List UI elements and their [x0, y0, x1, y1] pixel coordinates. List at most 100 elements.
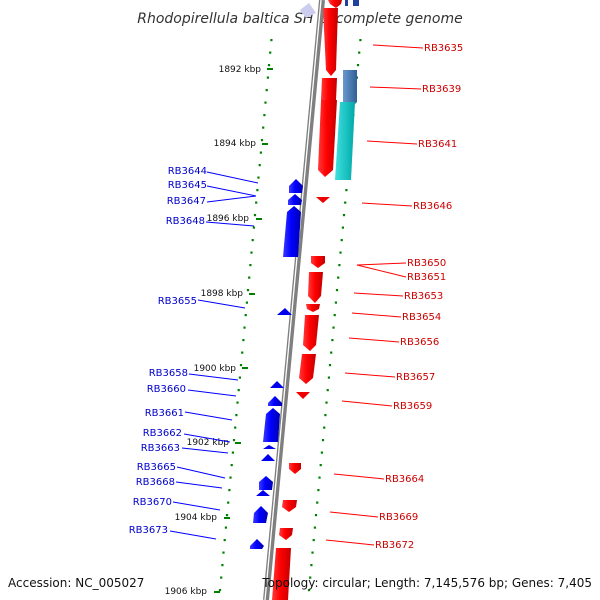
gene-label-RB3662[interactable]: RB3662	[143, 428, 182, 439]
gene-label-RB3665[interactable]: RB3665	[137, 462, 176, 473]
gene-RB3645-shape	[289, 179, 303, 193]
gene-RB3639-shape	[323, 8, 338, 76]
gene-RB3658-shape	[270, 381, 284, 388]
tick-right	[331, 339, 334, 342]
gene-RB3654-shape	[303, 315, 319, 351]
gene-label-RB3655[interactable]: RB3655	[158, 296, 197, 307]
kbp-label: 1900 kbp	[194, 364, 237, 374]
tick-right	[335, 289, 339, 292]
gene-label-RB3653[interactable]: RB3653	[404, 291, 443, 302]
tick-right	[325, 401, 328, 404]
tick-left	[220, 576, 223, 579]
gene-RB3664-shape	[289, 463, 301, 474]
tick-right	[310, 564, 313, 567]
gene-RB3647-shape	[288, 194, 302, 205]
tick-left	[230, 464, 233, 467]
tick-left	[258, 164, 261, 167]
tick-left	[234, 426, 237, 429]
gene-RB3673-shape	[250, 539, 264, 549]
gene-RB3646-shape	[316, 197, 330, 203]
gene-RB3660-shape	[268, 396, 282, 406]
gene-label-RB3651[interactable]: RB3651	[407, 272, 446, 283]
tick-right	[324, 414, 327, 417]
tick-left	[249, 264, 252, 267]
tick-left	[269, 51, 272, 54]
gene-label-RB3639[interactable]: RB3639	[422, 84, 461, 95]
tick-right	[321, 439, 325, 442]
map-title: Rhodopirellula baltica SH 1, complete ge…	[137, 11, 463, 27]
gene-RB3653-shape	[306, 304, 320, 312]
gene-label-RB3663[interactable]: RB3663	[141, 443, 180, 454]
gene-RB3635-shape	[328, 0, 342, 8]
kbp-label: 1904 kbp	[175, 513, 218, 523]
gene-label-RB3664[interactable]: RB3664	[385, 474, 424, 485]
gene-label-RB3654[interactable]: RB3654	[402, 312, 441, 323]
genome-summary-text: Topology: circular; Length: 7,145,576 bp…	[261, 576, 592, 590]
gene-label-RB3647[interactable]: RB3647	[167, 196, 206, 207]
gene-RB3639-shape-2	[321, 78, 337, 106]
gene-label-RB3670[interactable]: RB3670	[133, 497, 172, 508]
tick-right	[356, 64, 360, 67]
reverse-strand-genes	[272, 0, 342, 600]
gene-label-RB3673[interactable]: RB3673	[129, 525, 168, 536]
forward-gene-labels: RB3644 RB3645 RB3647 RB3648 RB3655 RB365…	[129, 166, 259, 540]
gene-label-RB3661[interactable]: RB3661	[145, 408, 184, 419]
gene-label-RB3656[interactable]: RB3656	[400, 337, 439, 348]
tick-right	[320, 451, 323, 454]
tick-left	[257, 176, 260, 179]
gene-label-RB3646[interactable]: RB3646	[413, 201, 452, 212]
gene-label-RB3635[interactable]: RB3635	[424, 43, 463, 54]
tick-left	[267, 64, 271, 67]
tick-left	[223, 539, 226, 542]
tick-right	[359, 39, 362, 42]
tick-left	[245, 301, 248, 304]
gene-label-RB3641[interactable]: RB3641	[418, 139, 457, 150]
tick-right	[316, 501, 319, 504]
gene-label-RB3650[interactable]: RB3650	[407, 258, 446, 269]
tick-left	[243, 326, 246, 329]
tick-right	[339, 251, 342, 254]
reverse-gene-labels: RB3635 RB3639 RB3641 RB3646 RB3650 RB365…	[325, 43, 463, 551]
gene-RB3672-shape	[279, 528, 293, 540]
tick-left	[227, 501, 230, 504]
tick-left	[236, 401, 239, 404]
tick-left	[248, 276, 251, 279]
gene-label-RB3660[interactable]: RB3660	[147, 384, 186, 395]
gene-label-RB3644[interactable]: RB3644	[168, 166, 207, 177]
tick-left	[225, 514, 229, 517]
gene-RB3662-shape	[263, 445, 276, 449]
tick-right	[337, 276, 340, 279]
gene-label-RB3658[interactable]: RB3658	[149, 368, 188, 379]
kbp-label: 1902 kbp	[187, 438, 230, 448]
tick-left	[263, 114, 266, 117]
tick-right	[323, 426, 326, 429]
tick-right	[342, 214, 346, 217]
feature-block-cyan	[335, 102, 355, 180]
tick-right	[332, 326, 335, 329]
feature-block-steelblue	[343, 70, 357, 108]
tick-left	[270, 39, 273, 42]
gene-label-RB3668[interactable]: RB3668	[136, 477, 175, 488]
reverse-leader-lines	[325, 44, 424, 546]
gene-label-RB3648[interactable]: RB3648	[166, 216, 205, 227]
gene-tail-shape	[272, 548, 291, 600]
gene-label-RB3669[interactable]: RB3669	[379, 512, 418, 523]
gene-RB3670-shape	[253, 506, 268, 523]
gene-RB3656-shape	[299, 354, 316, 384]
tick-left	[231, 451, 234, 454]
tick-right	[326, 389, 329, 392]
gene-RB3665-shape	[259, 476, 273, 490]
gene-label-RB3657[interactable]: RB3657	[396, 372, 435, 383]
gene-label-RB3659[interactable]: RB3659	[393, 401, 432, 412]
tick-left	[237, 389, 240, 392]
tick-right	[341, 226, 344, 229]
gene-label-RB3645[interactable]: RB3645	[168, 180, 207, 191]
tick-left	[222, 551, 225, 554]
tick-left	[252, 226, 255, 229]
gene-RB3651-shape	[308, 272, 323, 303]
tick-left	[265, 89, 268, 92]
forward-strand-genes	[250, 179, 303, 549]
gene-label-RB3672[interactable]: RB3672	[375, 540, 414, 551]
tick-left	[238, 376, 241, 379]
